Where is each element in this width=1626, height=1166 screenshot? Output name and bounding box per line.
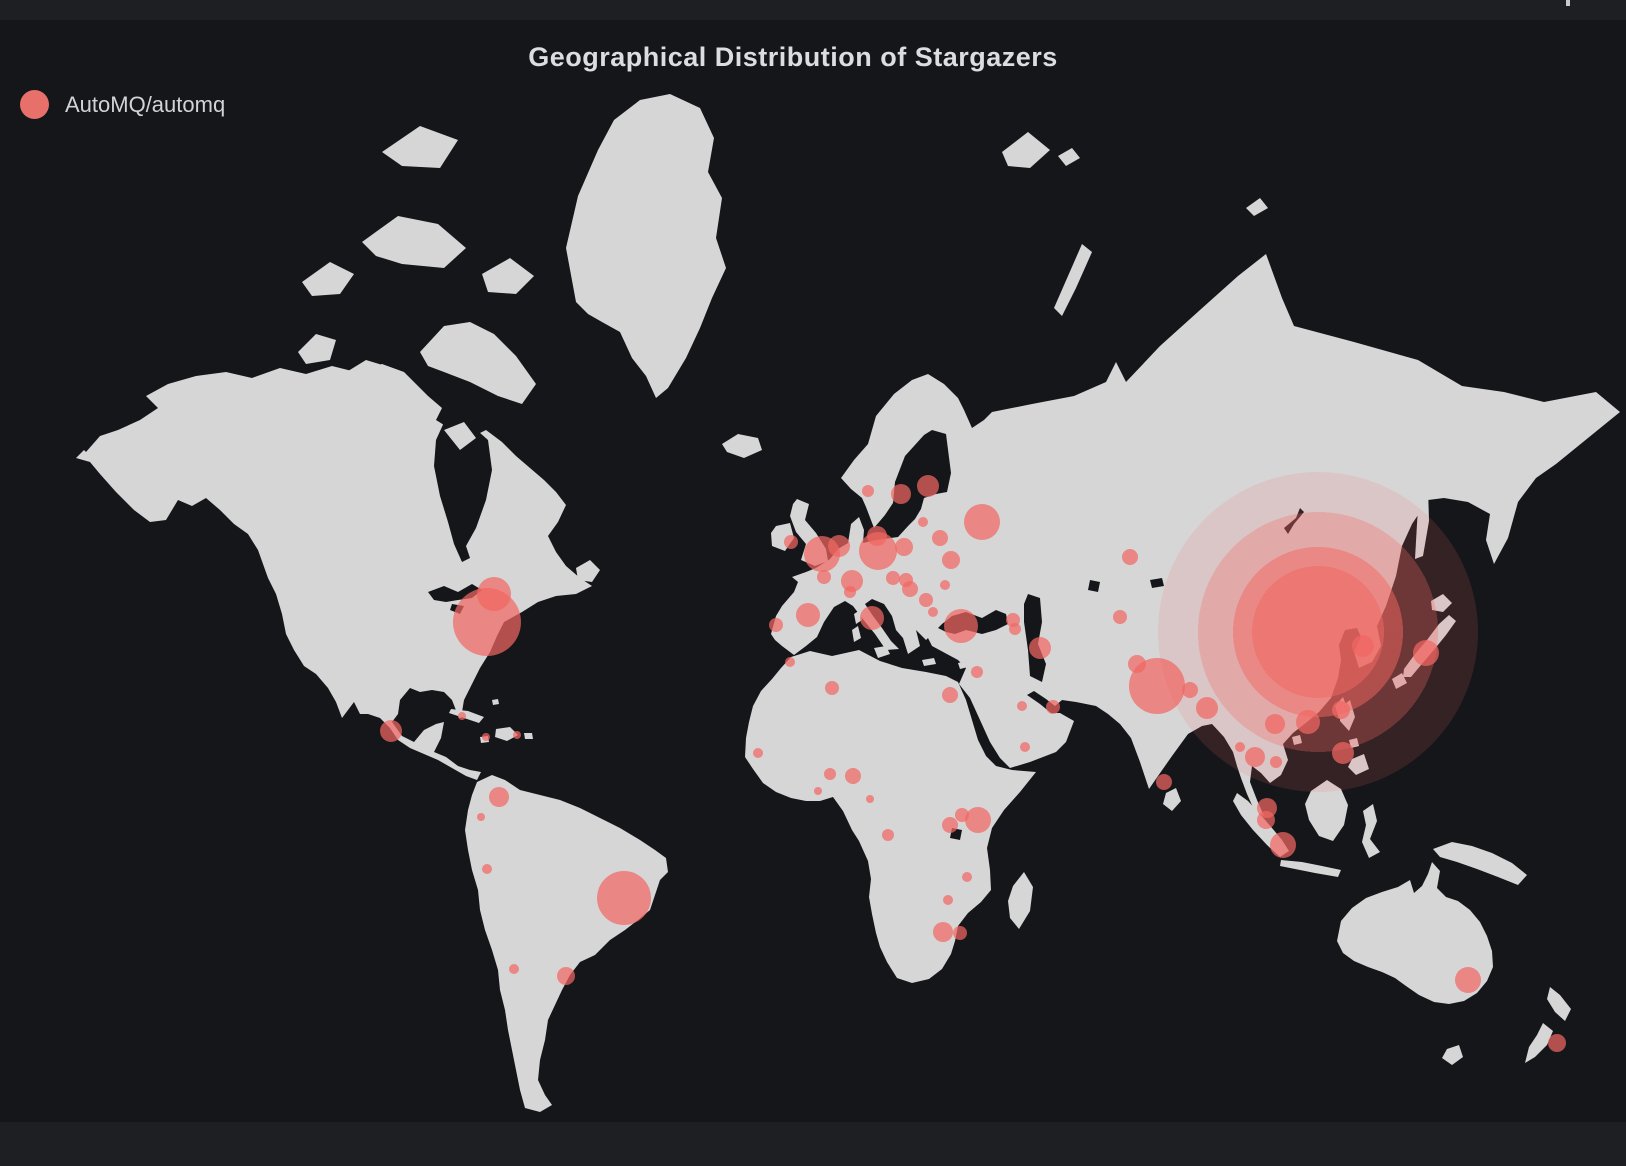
stargazer-bubble <box>1020 742 1030 752</box>
stargazer-bubble <box>862 485 874 497</box>
stargazer-bubble <box>1182 682 1198 698</box>
stargazer-bubble <box>1122 549 1138 565</box>
stargazer-bubble <box>784 535 798 549</box>
stargazer-bubble <box>817 570 831 584</box>
stargazer-bubble <box>891 484 911 504</box>
legend-label: AutoMQ/automq <box>65 91 226 117</box>
page-bottom-band <box>0 1122 1626 1166</box>
stargazer-bubble <box>1046 700 1060 714</box>
stargazer-bubble <box>965 807 991 833</box>
stargazer-bubble <box>932 530 948 546</box>
stargazer-bubble <box>1156 774 1172 790</box>
stargazer-bubble <box>513 731 521 739</box>
legend-item-automq[interactable]: AutoMQ/automq <box>20 90 225 119</box>
stargazer-bubble <box>917 475 939 497</box>
stargazer-bubble <box>933 922 953 942</box>
stargazer-bubble <box>814 787 822 795</box>
stargazer-bubble <box>940 580 950 590</box>
stargazer-bubble <box>942 687 958 703</box>
stargazer-bubble <box>1029 637 1051 659</box>
stargazer-bubble <box>919 593 933 607</box>
stargazer-bubble <box>1009 623 1021 635</box>
stargazer-bubble <box>1235 742 1245 752</box>
stargazer-bubble <box>942 817 958 833</box>
stargazer-bubble <box>1265 714 1285 734</box>
stargazer-bubble <box>1270 756 1282 768</box>
stargazer-bubble <box>824 768 836 780</box>
world-map <box>76 94 1620 1112</box>
stargazer-bubble <box>886 571 900 585</box>
stargazer-bubble <box>769 618 783 632</box>
stargazer-bubble <box>1548 1034 1566 1052</box>
stargazer-bubble <box>1257 811 1275 829</box>
map-chart-canvas <box>0 20 1626 1122</box>
stargazer-bubble <box>918 517 928 527</box>
stargazer-bubble <box>785 657 795 667</box>
stargazer-bubble <box>882 829 894 841</box>
stargazer-bubble <box>1352 635 1374 657</box>
stargazer-bubble <box>482 864 492 874</box>
stargazer-bubble <box>1129 658 1185 714</box>
stargazer-bubble <box>380 720 402 742</box>
stargazer-bubble <box>955 808 969 822</box>
stargazer-bubble <box>859 532 897 570</box>
stargazer-bubble <box>557 967 575 985</box>
cursor-artifact <box>1566 0 1570 6</box>
stargazer-bubble <box>1296 710 1320 734</box>
legend-marker-icon <box>20 90 49 119</box>
stargazer-bubble <box>753 748 763 758</box>
stargazer-bubble <box>1332 701 1350 719</box>
stargazer-bubble <box>825 681 839 695</box>
stargazer-bubble <box>1270 832 1296 858</box>
stargazer-bubble <box>828 535 850 557</box>
stargazer-bubble <box>1196 697 1218 719</box>
stargazer-bubble <box>860 606 884 630</box>
stargazer-bubble <box>895 538 913 556</box>
stargazer-bubble <box>944 609 978 643</box>
stargazer-bubble <box>597 871 651 925</box>
stargazer-bubble <box>928 607 938 617</box>
stargazer-bubble <box>962 872 972 882</box>
stargazer-bubble <box>1113 610 1127 624</box>
chart-title: Geographical Distribution of Stargazers <box>528 42 1058 72</box>
stargazer-bubble <box>1245 747 1265 767</box>
stargazer-bubble <box>796 603 820 627</box>
stargazer-bubble <box>509 964 519 974</box>
stargazer-bubble <box>942 551 960 569</box>
stargazer-bubble <box>1455 967 1481 993</box>
stargazer-bubble <box>1017 701 1027 711</box>
stargazer-bubble <box>971 666 983 678</box>
stargazer-bubble <box>845 768 861 784</box>
stargazer-bubble <box>943 895 953 905</box>
stargazer-bubble <box>477 813 485 821</box>
stargazer-bubble <box>1332 742 1354 764</box>
stargazer-bubble <box>482 733 490 741</box>
stargazer-bubble <box>1413 640 1439 666</box>
stargazer-bubble <box>902 581 918 597</box>
page-top-band <box>0 0 1626 20</box>
stargazer-bubble <box>953 926 967 940</box>
stargazer-bubble <box>489 787 509 807</box>
stargazer-bubble <box>458 712 466 720</box>
stargazer-bubble <box>844 586 856 598</box>
stargazer-bubble <box>964 504 1000 540</box>
stargazer-bubble <box>866 795 874 803</box>
stargazer-bubble <box>477 577 511 611</box>
